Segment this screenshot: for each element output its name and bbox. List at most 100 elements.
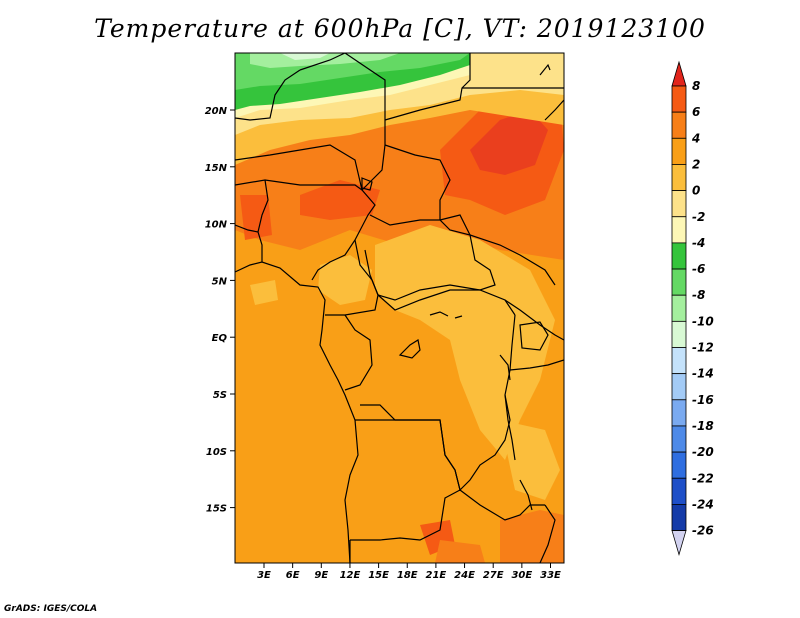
ethiopia-rift <box>544 99 564 121</box>
colorbar-label: -6 <box>692 262 705 276</box>
lon-tick-label: 30E <box>511 570 532 581</box>
colorbar-label: -10 <box>692 314 714 328</box>
colorbar-bottom-arrow <box>671 530 687 556</box>
lake-chad <box>361 177 373 191</box>
lake-malawi <box>519 479 533 511</box>
lon-tick-label: 24E <box>454 570 475 581</box>
colorbar-box <box>671 268 687 296</box>
temperature-field <box>235 53 564 563</box>
angola-border <box>350 419 461 541</box>
lon-tick-label: 3E <box>257 570 271 581</box>
hottest-patch <box>470 110 548 175</box>
colorbar-label: -20 <box>692 445 714 459</box>
uganda-border <box>504 299 564 341</box>
lon-tick-label: 9E <box>314 570 328 581</box>
lon-tick-label: 18E <box>397 570 418 581</box>
cool-patch-west <box>318 255 372 305</box>
colorbar-top-arrow <box>671 60 687 87</box>
band-whitish <box>280 53 330 60</box>
hot-patch-west <box>300 180 380 220</box>
colorbar-box <box>671 216 687 244</box>
lon-tick-label: 12E <box>340 570 361 581</box>
hot-patch-south-1 <box>500 510 564 563</box>
lon-tick-label: 27E <box>483 570 504 581</box>
lake-2 <box>454 315 463 319</box>
latitude-axis: 20N 15N 10N 5N EQ 5S 10S 15S <box>205 106 235 515</box>
algeria-border <box>299 53 346 71</box>
colorbar-box <box>671 503 687 531</box>
lake-victoria <box>519 321 549 351</box>
colorbar: 8 6 4 2 0 -2 -4 -6 -8 -10 -12 -14 -16 -18 -20 -22 -24 -26 <box>671 60 714 556</box>
cool-patch-southeast <box>500 420 560 500</box>
congo-border <box>344 314 373 391</box>
lat-tick-label: 10S <box>206 447 227 458</box>
lat-tick-label: 15N <box>205 163 228 174</box>
colorbar-box <box>671 137 687 165</box>
colorbar-label: -4 <box>692 236 705 250</box>
colorbar-label: 8 <box>692 79 700 93</box>
lon-tick-label: 21E <box>426 570 447 581</box>
lat-tick-label: 5S <box>213 390 227 401</box>
west-africa-2 <box>257 179 269 233</box>
lat-tick-label: 15S <box>206 504 227 515</box>
lat-tick-label: 20N <box>205 106 228 117</box>
map-frame <box>234 52 565 564</box>
niger-border <box>235 144 363 191</box>
colorbar-box <box>671 164 687 191</box>
lake-kivu <box>499 354 511 381</box>
colorbar-box <box>671 294 687 322</box>
lat-tick-label: 5N <box>212 276 228 287</box>
sudan-border <box>384 53 471 121</box>
hot-patch-south-3 <box>435 540 485 563</box>
lon-tick-label: 6E <box>286 570 300 581</box>
colorbar-box <box>671 242 687 270</box>
chad-car <box>384 144 451 220</box>
lake-tanganyika <box>504 394 516 461</box>
cool-patch-coast <box>250 280 278 305</box>
colorbar-box <box>671 373 687 401</box>
colorbar-label: -8 <box>692 288 705 302</box>
coastlines-borders <box>235 53 564 563</box>
colorbar-label: -12 <box>692 341 714 355</box>
colorbar-label: -16 <box>692 393 714 407</box>
chad-border <box>344 53 386 191</box>
colorbar-box <box>671 85 687 113</box>
colorbar-label: 6 <box>692 105 700 119</box>
eritrea <box>539 63 551 76</box>
west-coast <box>235 261 359 563</box>
colorbar-box <box>671 399 687 427</box>
colorbar-box <box>671 477 687 505</box>
map-title: Temperature at 600hPa [C], VT: 201912310… <box>94 14 706 43</box>
colorbar-label: -26 <box>692 524 714 538</box>
colorbar-label: -2 <box>692 210 705 224</box>
colorbar-label: -18 <box>692 419 714 433</box>
colorbar-box <box>671 320 687 348</box>
mozambique <box>539 504 556 563</box>
lat-tick-label: 10N <box>205 220 228 231</box>
colorbar-label: 4 <box>691 131 700 145</box>
lat-tick-label: EQ <box>212 333 228 344</box>
lon-tick-label: 33E <box>540 570 561 581</box>
car-border <box>364 214 496 301</box>
zambia-border <box>459 489 545 521</box>
colorbar-box <box>671 425 687 453</box>
lake-1 <box>429 311 449 317</box>
tanzania-border <box>509 359 564 371</box>
nigeria-border <box>235 179 376 281</box>
grads-credit: GrADS: IGES/COLA <box>4 604 98 614</box>
hot-patch-coast <box>240 195 272 240</box>
colorbar-label: -24 <box>692 497 714 511</box>
cool-patch-central <box>375 225 555 460</box>
colorbar-label: 0 <box>692 184 700 198</box>
colorbar-box <box>671 347 687 375</box>
colorbar-label: 2 <box>692 157 700 171</box>
longitude-axis: 3E 6E 9E 12E 15E 18E 21E 24E 27E 30E 33E <box>257 563 561 581</box>
colorbar-label: -14 <box>692 367 714 381</box>
colorbar-box <box>671 190 687 218</box>
mali-border <box>235 69 301 121</box>
river-congo <box>398 339 421 359</box>
sudan-south <box>439 214 556 286</box>
lon-tick-label: 15E <box>368 570 389 581</box>
colorbar-box <box>671 111 687 139</box>
